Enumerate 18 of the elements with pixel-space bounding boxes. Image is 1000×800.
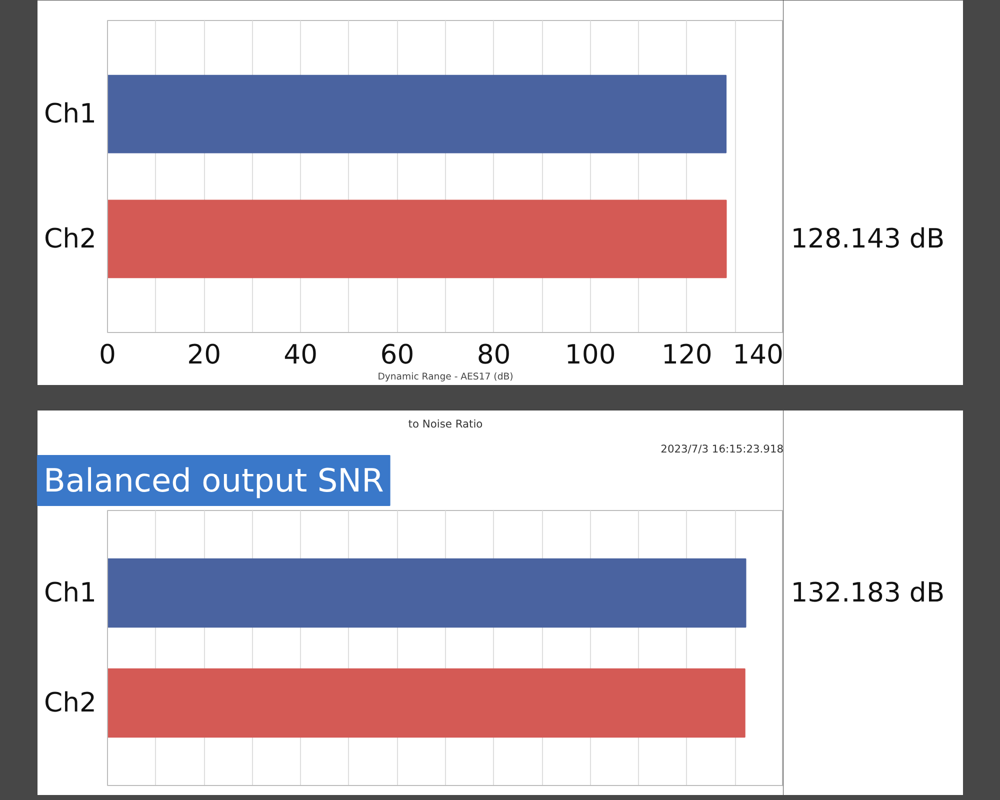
- text: 2023/7/3 16:15:23.918: [660, 442, 784, 456]
- y-tick-label: Ch1: [44, 98, 96, 130]
- y-tick-label: Ch2: [44, 223, 96, 254]
- x-tick-label: 60: [380, 340, 414, 370]
- text: to Noise Ratio: [408, 418, 483, 430]
- x-axis-title: Dynamic Range - AES17 (dB): [378, 372, 514, 382]
- x-tick-label: 20: [187, 340, 222, 370]
- x-tick-label: 100: [564, 340, 616, 370]
- x-tick-label: 40: [284, 340, 318, 370]
- x-tick-label: 120: [661, 340, 712, 370]
- data-label: 132.183 dB: [790, 578, 945, 608]
- data-label: 128.143 dB: [790, 223, 945, 254]
- x-tick-label: 140: [732, 340, 784, 370]
- chart-title: Balanced output SNR: [44, 462, 384, 500]
- y-tick-label: Ch1: [44, 578, 96, 608]
- x-tick-label: 0: [99, 340, 116, 370]
- y-tick-label: Ch2: [44, 688, 96, 718]
- x-tick-label: 80: [476, 340, 511, 370]
